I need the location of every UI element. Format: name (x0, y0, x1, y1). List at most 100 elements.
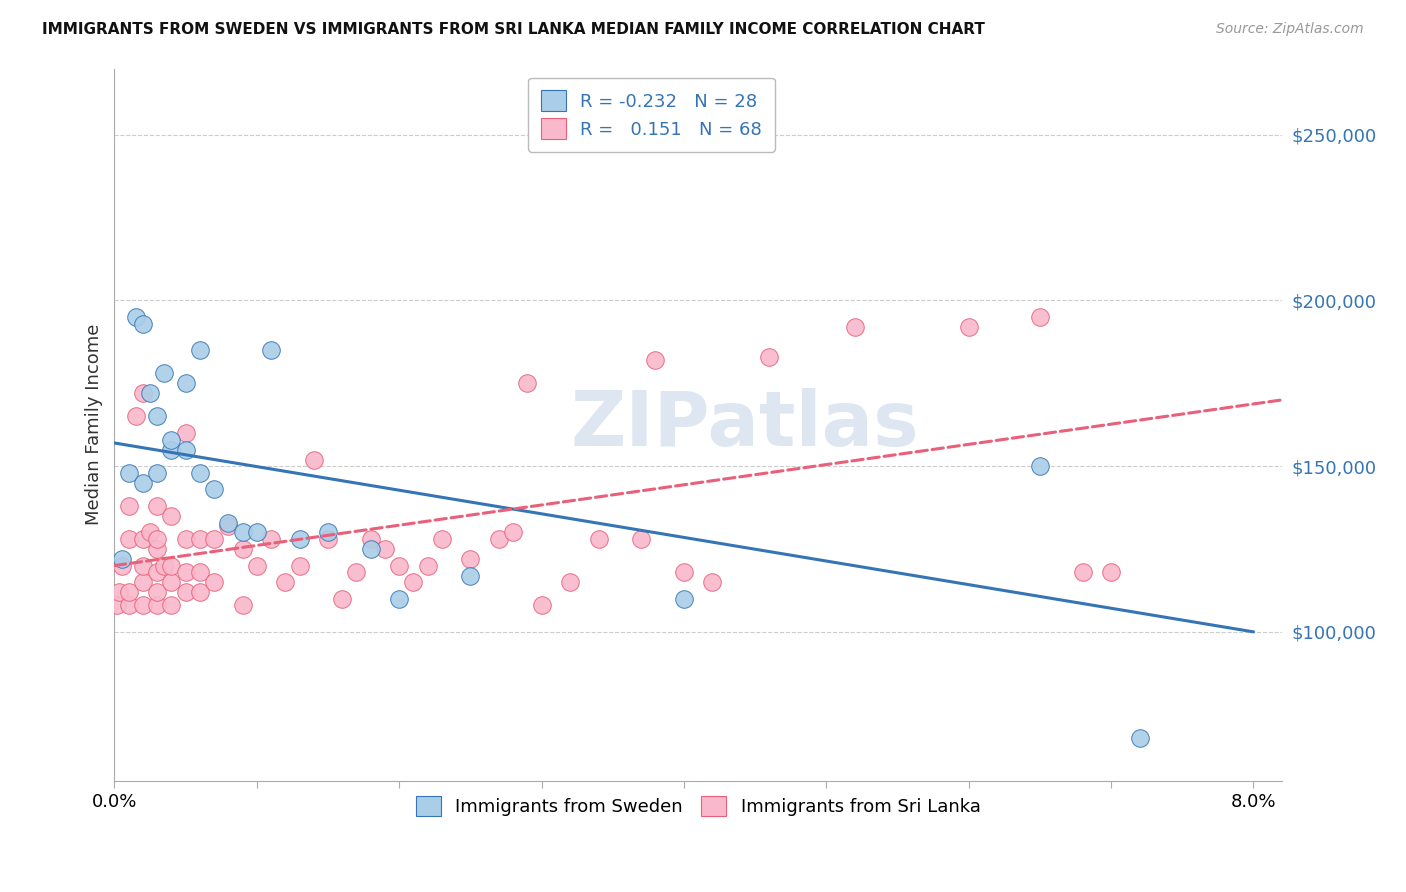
Point (758, 350, 780, 364)
Point (132, 475, 155, 490)
Point (110, 552, 132, 566)
Point (139, 525, 162, 540)
Y-axis label: Median Family Income: Median Family Income (86, 324, 103, 525)
Point (374, 542, 396, 557)
Point (672, 566, 695, 580)
Point (188, 585, 211, 599)
Point (160, 508, 183, 523)
Point (174, 425, 197, 440)
Point (288, 532, 311, 546)
Point (232, 542, 254, 557)
Point (174, 566, 197, 580)
Text: ZIPatlas: ZIPatlas (571, 388, 920, 462)
Point (316, 525, 339, 540)
Point (330, 591, 353, 606)
Point (502, 525, 524, 540)
Point (146, 409, 169, 424)
Point (174, 442, 197, 457)
Point (188, 466, 211, 480)
Point (146, 499, 169, 513)
Point (844, 320, 866, 334)
Point (260, 343, 283, 358)
Point (402, 575, 425, 590)
Point (110, 558, 132, 573)
Point (153, 367, 176, 381)
Point (118, 585, 141, 599)
Point (132, 532, 155, 546)
Point (246, 558, 269, 573)
Point (118, 466, 141, 480)
Point (302, 452, 325, 467)
Point (125, 310, 148, 324)
Point (630, 532, 652, 546)
Point (274, 575, 297, 590)
Point (346, 566, 368, 580)
Point (558, 575, 581, 590)
Point (672, 591, 695, 606)
Point (132, 599, 155, 613)
Point (288, 558, 311, 573)
Point (132, 317, 155, 331)
Point (460, 568, 482, 582)
Point (1129, 731, 1152, 745)
Point (460, 552, 482, 566)
Point (146, 466, 169, 480)
Point (217, 516, 239, 530)
Point (260, 532, 283, 546)
Point (702, 575, 724, 590)
Point (174, 376, 197, 391)
Point (188, 532, 211, 546)
Point (1029, 310, 1052, 324)
Point (246, 525, 269, 540)
Point (316, 532, 339, 546)
Point (174, 532, 197, 546)
Point (160, 442, 183, 457)
Text: IMMIGRANTS FROM SWEDEN VS IMMIGRANTS FROM SRI LANKA MEDIAN FAMILY INCOME CORRELA: IMMIGRANTS FROM SWEDEN VS IMMIGRANTS FRO… (42, 22, 986, 37)
Point (360, 542, 382, 557)
Point (530, 599, 553, 613)
Point (132, 386, 155, 401)
Text: Source: ZipAtlas.com: Source: ZipAtlas.com (1216, 22, 1364, 37)
Point (644, 353, 666, 368)
Point (1071, 566, 1094, 580)
Point (153, 558, 176, 573)
Point (118, 499, 141, 513)
Point (188, 566, 211, 580)
Point (146, 532, 169, 546)
Point (232, 599, 254, 613)
Point (488, 532, 510, 546)
Point (146, 542, 169, 557)
Point (160, 433, 183, 447)
Point (107, 585, 129, 599)
Point (132, 575, 155, 590)
Point (105, 599, 128, 613)
Point (1099, 566, 1122, 580)
Point (217, 518, 239, 533)
Point (146, 599, 169, 613)
Point (430, 532, 453, 546)
Point (160, 575, 183, 590)
Point (125, 409, 148, 424)
Point (232, 525, 254, 540)
Point (202, 483, 225, 497)
Point (388, 591, 411, 606)
Point (146, 566, 169, 580)
Point (388, 558, 411, 573)
Point (160, 558, 183, 573)
Point (202, 575, 225, 590)
Point (360, 532, 382, 546)
Point (139, 386, 162, 401)
Point (188, 343, 211, 358)
Point (174, 585, 197, 599)
Point (160, 599, 183, 613)
Legend: Immigrants from Sweden, Immigrants from Sri Lanka: Immigrants from Sweden, Immigrants from … (406, 787, 990, 825)
Point (957, 320, 980, 334)
Point (118, 532, 141, 546)
Point (118, 599, 141, 613)
Point (132, 558, 155, 573)
Point (202, 532, 225, 546)
Point (146, 585, 169, 599)
Point (588, 532, 610, 546)
Point (1029, 459, 1052, 474)
Point (516, 376, 538, 391)
